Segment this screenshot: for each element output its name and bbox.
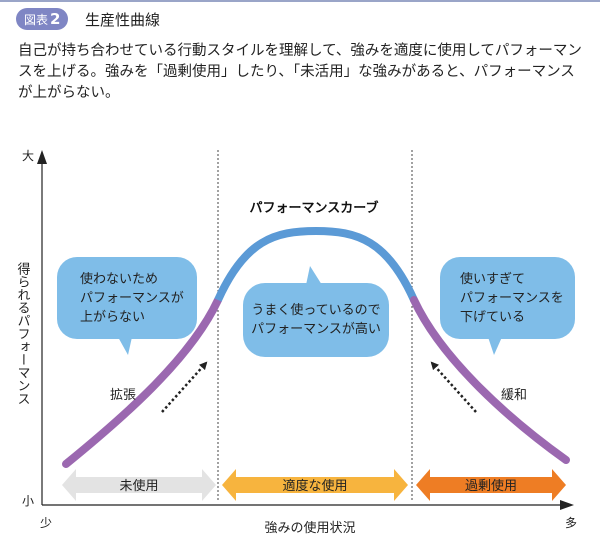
curve-title: パフォーマンスカーブ [250,200,379,216]
curve-right-segment [410,296,570,464]
x-axis-left-label: 少 [40,516,52,530]
y-axis-label: 得られるパフォーマンス [15,261,31,405]
bubble-underuse-line-2: パフォーマンスが [80,291,184,306]
bubble-overuse-line-2: パフォーマンスを [460,291,564,306]
zone-overuse: 過剰使用 [416,469,566,501]
bubble-overuse-line-3: 下げている [460,310,525,325]
bubble-overuse-line-1: 使いすぎて [460,271,525,287]
zone-moderate-label: 適度な使用 [282,478,347,494]
y-axis-top-label: 大 [22,149,34,163]
figure-description: 自己が持ち合わせている行動スタイルを理解して、強みを適度に使用してパフォーマンス… [18,43,582,101]
relax-arrow-icon [430,361,477,413]
figure-badge-label: 図表 [24,13,49,27]
bubble-optimal-line-2: パフォーマンスが高い [251,321,381,337]
expand-arrow-icon [161,361,208,413]
zone-unused-label: 未使用 [119,478,158,494]
top-rule [0,0,600,2]
bubble-optimal-line-1: うまく使っているので [251,302,380,318]
bubble-underuse: 使わないため パフォーマンスが 上がらない [57,257,197,355]
x-axis-right-label: 多 [565,516,577,530]
x-axis-label: 強みの使用状況 [264,520,355,536]
bubble-optimal: うまく使っているので パフォーマンスが高い [243,266,389,357]
bubble-underuse-line-1: 使わないため [80,271,158,287]
curve-peak-segment [214,226,418,302]
zone-moderate: 適度な使用 [222,469,408,501]
figure-title: 生産性曲線 [85,11,161,29]
y-axis-bottom-label: 小 [22,494,34,508]
x-axis-arrow-icon [560,500,574,510]
figure-badge-number: 2 [50,10,61,28]
zone-unused: 未使用 [62,469,216,501]
y-axis-arrow-icon [37,150,47,164]
bubble-underuse-line-3: 上がらない [80,310,145,325]
side-label-relax: 緩和 [501,388,527,403]
figure-badge: 図表 2 [16,8,69,30]
zone-overuse-label: 過剰使用 [465,478,517,494]
bubble-overuse: 使いすぎて パフォーマンスを 下げている [440,257,575,355]
side-label-expand: 拡張 [110,388,136,403]
curve-left-segment [62,296,222,468]
